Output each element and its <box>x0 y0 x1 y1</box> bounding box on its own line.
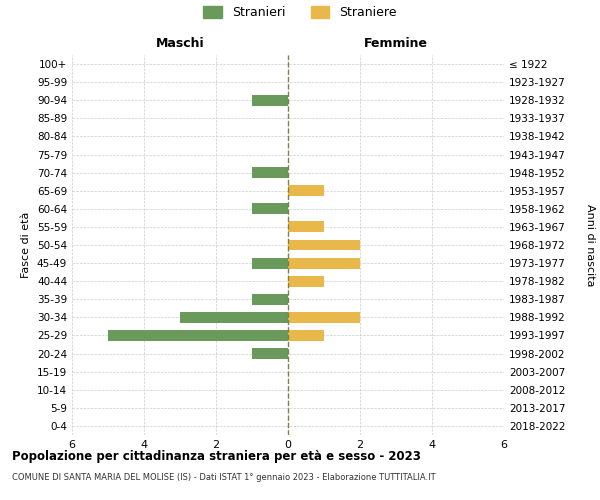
Text: Popolazione per cittadinanza straniera per età e sesso - 2023: Popolazione per cittadinanza straniera p… <box>12 450 421 463</box>
Bar <box>180 312 288 323</box>
Text: COMUNE DI SANTA MARIA DEL MOLISE (IS) - Dati ISTAT 1° gennaio 2023 - Elaborazion: COMUNE DI SANTA MARIA DEL MOLISE (IS) - … <box>12 472 436 482</box>
Bar <box>288 330 324 341</box>
Legend: Stranieri, Straniere: Stranieri, Straniere <box>203 6 397 19</box>
Bar <box>252 204 288 214</box>
Text: Maschi: Maschi <box>155 37 205 50</box>
Bar <box>288 240 360 250</box>
Bar <box>288 276 324 286</box>
Bar <box>288 258 360 268</box>
Bar <box>288 312 360 323</box>
Y-axis label: Anni di nascita: Anni di nascita <box>585 204 595 286</box>
Bar <box>252 294 288 304</box>
Y-axis label: Fasce di età: Fasce di età <box>22 212 31 278</box>
Bar <box>252 348 288 359</box>
Bar <box>252 167 288 178</box>
Bar <box>252 258 288 268</box>
Bar <box>288 186 324 196</box>
Bar <box>288 222 324 232</box>
Text: Femmine: Femmine <box>364 37 428 50</box>
Bar <box>108 330 288 341</box>
Bar <box>252 95 288 106</box>
